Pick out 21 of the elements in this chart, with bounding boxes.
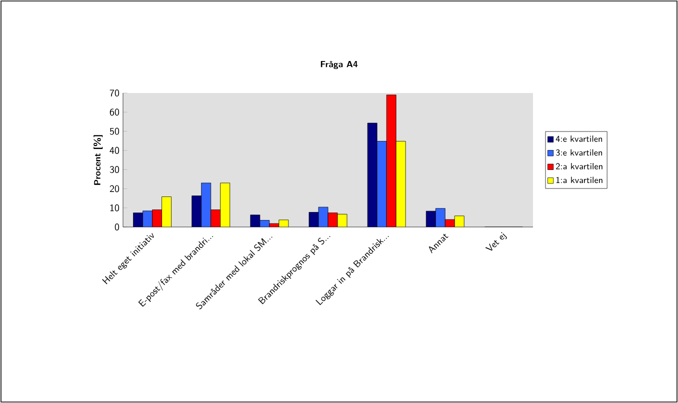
legend-label: 1:a kvartilen: [556, 176, 602, 184]
legend-label: 4:e kvartilen: [556, 136, 602, 142]
y-tick-label: 0: [114, 223, 120, 230]
y-tick-label: 40: [110, 146, 120, 154]
y-tick-label: 30: [110, 166, 120, 174]
bar: [454, 216, 464, 227]
y-tick-label: 10: [110, 204, 120, 212]
bar: [201, 182, 211, 227]
chart-title: Fråga A4: [320, 60, 358, 70]
y-tick-label: 20: [110, 185, 120, 192]
legend-label: 2:a kvartilen: [556, 162, 602, 170]
y-tick-label: 50: [110, 128, 120, 135]
bar: [142, 210, 152, 227]
bar: [220, 182, 230, 227]
y-axis-title: Procent [%]: [94, 135, 103, 185]
bar: [162, 196, 172, 227]
y-tick-label: 70: [110, 89, 120, 96]
bar: [436, 208, 446, 227]
x-tick-label: Vet ej: [485, 232, 507, 251]
legend-label: 3:e kvartilen: [556, 149, 602, 156]
y-tick-label: 60: [110, 108, 120, 116]
